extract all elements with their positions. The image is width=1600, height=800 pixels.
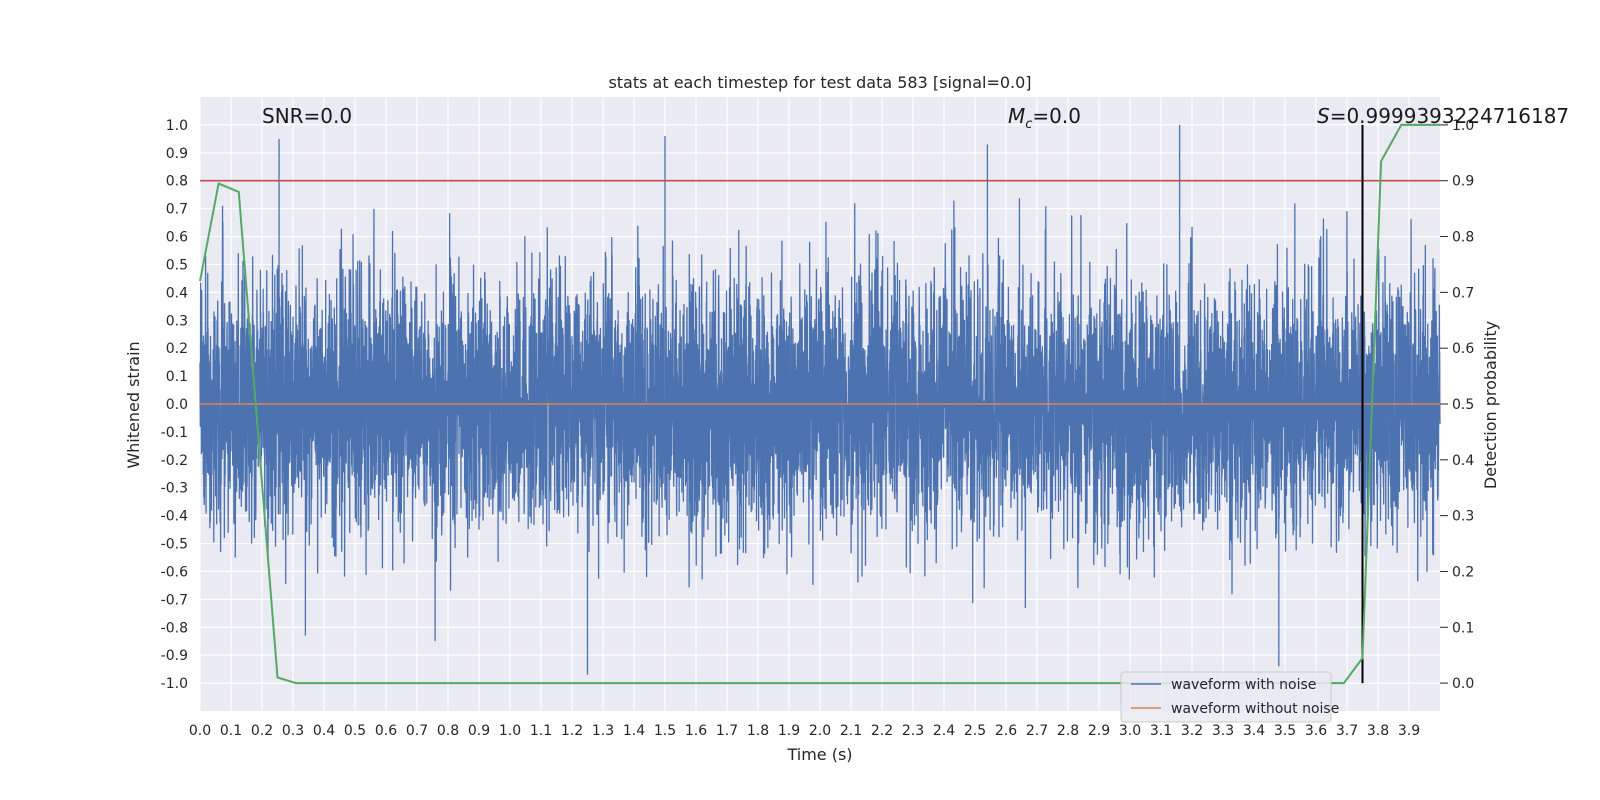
y-tick-label-16: -0.6 <box>161 564 188 580</box>
y2-axis-ticks: 1.0 0.9 0.8 0.7 0.6 0.5 0.4 0.3 0.2 0.1 0.0 <box>1440 118 1474 692</box>
x-tick-label-21: 2.1 <box>840 723 862 739</box>
x-tick-label-24: 2.4 <box>933 723 955 739</box>
y2-tick-label-2: 0.8 <box>1452 230 1474 246</box>
noise-waveform-layer <box>199 124 1441 675</box>
x-tick-label-6: 0.6 <box>375 723 397 739</box>
y-tick-label-8: 0.2 <box>166 341 188 357</box>
y2-tick-label-0: 1.0 <box>1452 118 1474 134</box>
y-tick-label-13: -0.3 <box>161 481 188 497</box>
y-tick-label-17: -0.7 <box>161 592 188 608</box>
y-tick-label-7: 0.3 <box>166 313 188 329</box>
series-detection-probability <box>199 123 1440 685</box>
y-tick-label-9: 0.1 <box>166 369 188 385</box>
s-value: =0.9999393224716187 <box>1330 104 1569 128</box>
x-axis-ticks: 0.0 0.1 0.2 0.3 0.4 0.5 0.6 0.7 0.8 0.9 1.0 1.1 1.2 1… <box>189 723 1420 739</box>
y2-tick-label-8: 0.2 <box>1452 564 1474 580</box>
y2-tick-label-3: 0.7 <box>1452 285 1474 301</box>
y-tick-label-1: 0.9 <box>166 146 188 162</box>
mc-symbol: M <box>1008 104 1025 128</box>
y-axis-ticks: 1.0 0.9 0.8 0.7 0.6 0.5 0.4 0.3 0.2 0.1 0.0 -0.1 -0.… <box>161 118 188 692</box>
y-tick-label-5: 0.5 <box>166 257 188 273</box>
y2-tick-label-5: 0.5 <box>1452 397 1474 413</box>
x-tick-label-35: 3.5 <box>1274 723 1296 739</box>
x-tick-label-31: 3.1 <box>1150 723 1172 739</box>
x-tick-label-28: 2.8 <box>1057 723 1079 739</box>
x-tick-label-20: 2.0 <box>809 723 831 739</box>
x-tick-label-34: 3.4 <box>1243 723 1265 739</box>
y-tick-label-2: 0.8 <box>166 174 188 190</box>
x-tick-label-33: 3.3 <box>1212 723 1234 739</box>
x-tick-label-36: 3.6 <box>1305 723 1327 739</box>
x-tick-label-32: 3.2 <box>1181 723 1203 739</box>
s-symbol: S <box>1317 104 1330 128</box>
x-tick-label-4: 0.4 <box>313 723 335 739</box>
x-tick-label-9: 0.9 <box>468 723 490 739</box>
y-tick-label-18: -0.8 <box>161 620 188 636</box>
x-tick-label-1: 0.1 <box>220 723 242 739</box>
legend-label-without-noise: waveform without noise <box>1171 701 1339 717</box>
x-tick-label-16: 1.6 <box>685 723 707 739</box>
x-tick-label-29: 2.9 <box>1088 723 1110 739</box>
y-axis-label: Whitened strain <box>124 341 143 468</box>
y-tick-label-19: -0.9 <box>161 648 188 664</box>
y2-tick-label-1: 0.9 <box>1452 174 1474 190</box>
y-tick-label-0: 1.0 <box>166 118 188 134</box>
y-tick-label-11: -0.1 <box>161 425 188 441</box>
snr-annotation: SNR=0.0 <box>262 104 352 128</box>
y-tick-label-20: -1.0 <box>161 676 188 692</box>
x-tick-label-11: 1.1 <box>530 723 552 739</box>
x-tick-label-39: 3.9 <box>1398 723 1420 739</box>
x-tick-label-13: 1.3 <box>592 723 614 739</box>
y-tick-label-6: 0.4 <box>166 285 188 301</box>
x-tick-label-2: 0.2 <box>251 723 273 739</box>
x-tick-label-26: 2.6 <box>995 723 1017 739</box>
x-tick-label-10: 1.0 <box>499 723 521 739</box>
x-axis-label: Time (s) <box>786 745 852 764</box>
y2-tick-label-4: 0.6 <box>1452 341 1474 357</box>
legend-label-with-noise: waveform with noise <box>1171 677 1316 693</box>
y2-axis-label: Detection probability <box>1481 321 1500 489</box>
y-tick-label-10: 0.0 <box>166 397 188 413</box>
x-tick-label-37: 3.7 <box>1336 723 1358 739</box>
x-tick-label-5: 0.5 <box>344 723 366 739</box>
x-tick-label-30: 3.0 <box>1119 723 1141 739</box>
x-tick-label-14: 1.4 <box>623 723 645 739</box>
y-tick-label-12: -0.2 <box>161 453 188 469</box>
series-waveform-with-noise <box>199 124 1441 675</box>
y2-tick-label-10: 0.0 <box>1452 676 1474 692</box>
y-tick-label-15: -0.5 <box>161 537 188 553</box>
legend: waveform with noise waveform without noi… <box>1120 671 1339 723</box>
x-tick-label-12: 1.2 <box>561 723 583 739</box>
x-tick-label-18: 1.8 <box>747 723 769 739</box>
y-tick-label-4: 0.6 <box>166 230 188 246</box>
x-tick-label-22: 2.2 <box>871 723 893 739</box>
mc-value: =0.0 <box>1032 104 1081 128</box>
x-tick-label-27: 2.7 <box>1026 723 1048 739</box>
chart-title: stats at each timestep for test data 583… <box>608 73 1031 92</box>
x-tick-label-38: 3.8 <box>1367 723 1389 739</box>
x-tick-label-19: 1.9 <box>778 723 800 739</box>
x-tick-label-0: 0.0 <box>189 723 211 739</box>
x-tick-label-8: 0.8 <box>437 723 459 739</box>
legend-box <box>1120 671 1332 723</box>
x-tick-label-15: 1.5 <box>654 723 676 739</box>
x-tick-label-17: 1.7 <box>716 723 738 739</box>
y2-tick-label-9: 0.1 <box>1452 620 1474 636</box>
s-annotation: S=0.9999393224716187 <box>1317 104 1569 128</box>
x-tick-label-25: 2.5 <box>964 723 986 739</box>
y2-tick-label-7: 0.3 <box>1452 509 1474 525</box>
x-tick-label-3: 0.3 <box>282 723 304 739</box>
mc-annotation: Mc=0.0 <box>1008 104 1081 132</box>
y2-tick-label-6: 0.4 <box>1452 453 1474 469</box>
x-tick-label-23: 2.3 <box>902 723 924 739</box>
y-tick-label-3: 0.7 <box>166 202 188 218</box>
lines-layer <box>199 123 1440 685</box>
x-tick-label-7: 0.7 <box>406 723 428 739</box>
mc-subscript: c <box>1025 117 1032 132</box>
y-tick-label-14: -0.4 <box>161 509 188 525</box>
